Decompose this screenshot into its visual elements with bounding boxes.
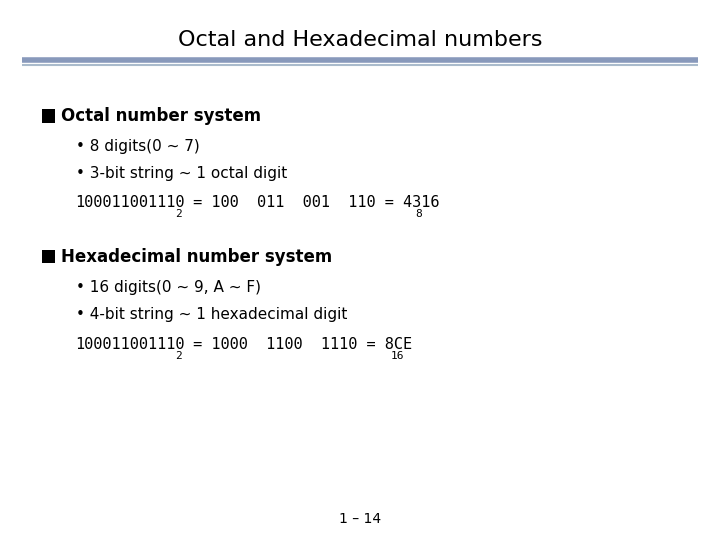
Text: • 8 digits(0 ~ 7): • 8 digits(0 ~ 7) [76,139,199,154]
Text: • 16 digits(0 ~ 9, A ~ F): • 16 digits(0 ~ 9, A ~ F) [76,280,261,295]
Text: 100011001110: 100011001110 [76,337,185,352]
Text: Octal and Hexadecimal numbers: Octal and Hexadecimal numbers [178,30,542,50]
Text: • 3-bit string ~ 1 octal digit: • 3-bit string ~ 1 octal digit [76,166,287,181]
Text: 1 – 14: 1 – 14 [339,512,381,526]
Text: 16: 16 [390,352,404,361]
Text: Hexadecimal number system: Hexadecimal number system [61,247,333,266]
Text: = 100  011  001  110 = 4316: = 100 011 001 110 = 4316 [184,195,439,210]
Bar [42,249,55,264]
Text: • 4-bit string ~ 1 hexadecimal digit: • 4-bit string ~ 1 hexadecimal digit [76,307,347,322]
Text: 8: 8 [415,210,422,219]
Bar [42,109,55,123]
Text: = 1000  1100  1110 = 8CE: = 1000 1100 1110 = 8CE [184,337,412,352]
Text: 100011001110: 100011001110 [76,195,185,210]
Text: Octal number system: Octal number system [61,107,261,125]
Text: 2: 2 [175,352,181,361]
Text: 2: 2 [175,210,181,219]
